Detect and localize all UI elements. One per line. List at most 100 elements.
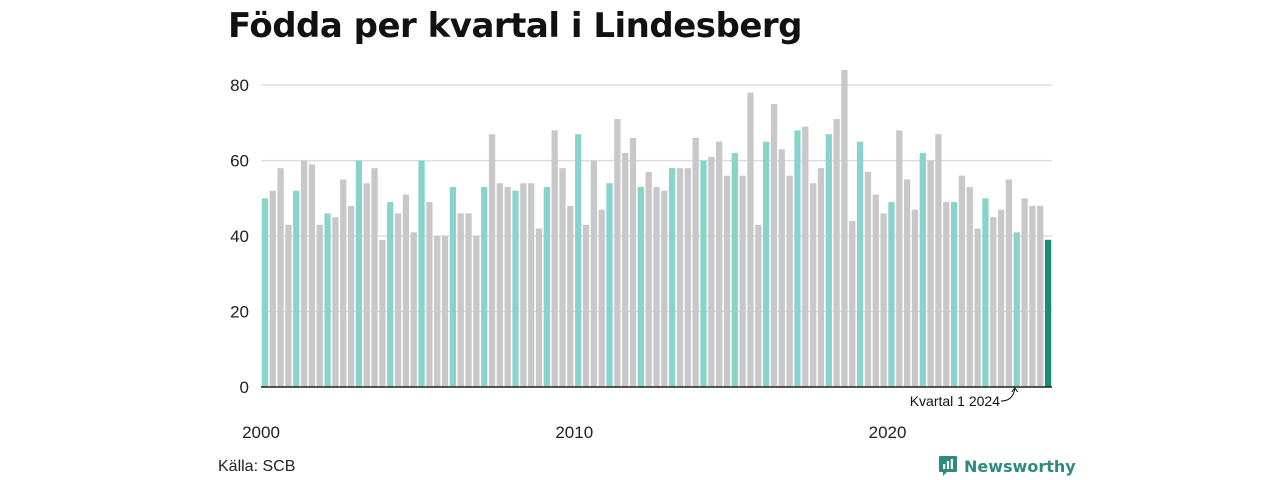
bar	[512, 190, 519, 387]
bars	[261, 70, 1052, 388]
bar	[856, 141, 864, 387]
bar	[590, 160, 597, 387]
bar	[700, 160, 707, 387]
bar	[966, 186, 973, 387]
bar	[1044, 239, 1052, 387]
bar	[1021, 198, 1028, 387]
bar	[488, 134, 496, 387]
y-tick-label: 80	[230, 76, 249, 95]
y-tick-label: 60	[230, 152, 249, 171]
bar	[903, 179, 911, 387]
bar	[1013, 232, 1020, 387]
bar	[496, 183, 503, 387]
bar	[747, 92, 754, 388]
bar	[308, 164, 316, 387]
bar	[974, 228, 981, 387]
bar	[340, 179, 347, 387]
bar	[387, 202, 394, 387]
bar	[402, 194, 410, 387]
bar	[911, 209, 919, 387]
bar	[363, 183, 370, 387]
bar	[575, 134, 582, 387]
bar	[786, 175, 793, 387]
bar	[849, 220, 856, 387]
newsworthy-logo: Newsworthy	[938, 455, 1076, 477]
bar	[410, 232, 417, 387]
bar	[864, 171, 872, 387]
bar	[614, 119, 621, 388]
bar	[810, 183, 817, 387]
bar	[347, 205, 355, 387]
bar	[637, 186, 644, 387]
bar	[676, 168, 684, 387]
bar	[739, 175, 746, 387]
bar	[731, 153, 738, 387]
bar	[708, 156, 715, 387]
bar	[441, 236, 449, 387]
bar	[606, 183, 613, 387]
bar	[528, 183, 535, 387]
bar	[755, 224, 762, 387]
bar	[997, 209, 1005, 387]
newsworthy-logo-text: Newsworthy	[964, 456, 1076, 476]
bar	[582, 224, 590, 387]
bar	[332, 217, 339, 387]
bar	[277, 168, 284, 387]
bar	[958, 175, 966, 387]
bar	[324, 213, 331, 387]
source-note: Källa: SCB	[218, 458, 296, 475]
bar	[394, 213, 402, 387]
y-tick-label: 40	[230, 227, 249, 246]
bar	[841, 70, 848, 387]
bar	[598, 209, 605, 387]
bar	[723, 175, 731, 387]
bar	[261, 198, 269, 387]
bar	[457, 213, 464, 387]
bar	[778, 149, 785, 387]
bar	[943, 202, 950, 387]
y-tick-label: 20	[230, 303, 249, 322]
bar	[669, 168, 676, 387]
bar	[716, 141, 723, 387]
bar	[684, 168, 691, 387]
bar	[551, 130, 558, 387]
bar	[888, 202, 895, 387]
bar	[794, 130, 801, 387]
bar	[426, 202, 433, 387]
bar	[543, 186, 550, 387]
bar	[645, 171, 652, 387]
bar	[880, 213, 887, 387]
bar	[763, 141, 770, 387]
x-tick-label: 2010	[555, 423, 593, 442]
bar	[661, 190, 668, 387]
bar	[1037, 205, 1044, 387]
bar	[982, 198, 989, 387]
bar	[379, 239, 386, 387]
bar	[833, 119, 840, 388]
bar	[817, 168, 825, 387]
bar	[559, 168, 566, 387]
bar	[1029, 205, 1036, 387]
bar	[622, 153, 629, 387]
bar	[770, 103, 778, 387]
bar	[629, 137, 637, 387]
bar	[1005, 179, 1013, 387]
annotation-label: Kvartal 1 2024	[910, 393, 1000, 409]
bar	[990, 217, 997, 387]
bar	[355, 160, 363, 387]
bar	[896, 130, 903, 387]
bar	[300, 160, 308, 387]
bar	[418, 160, 425, 387]
bar	[927, 160, 934, 387]
bar	[465, 213, 472, 387]
bar	[269, 190, 276, 387]
y-tick-label: 0	[240, 378, 249, 397]
bar	[481, 186, 488, 387]
bar	[950, 202, 958, 387]
bar	[316, 224, 323, 387]
bar	[802, 126, 809, 387]
bar	[935, 134, 942, 387]
bar	[504, 186, 511, 387]
chart-title: Födda per kvartal i Lindesberg	[228, 6, 803, 46]
